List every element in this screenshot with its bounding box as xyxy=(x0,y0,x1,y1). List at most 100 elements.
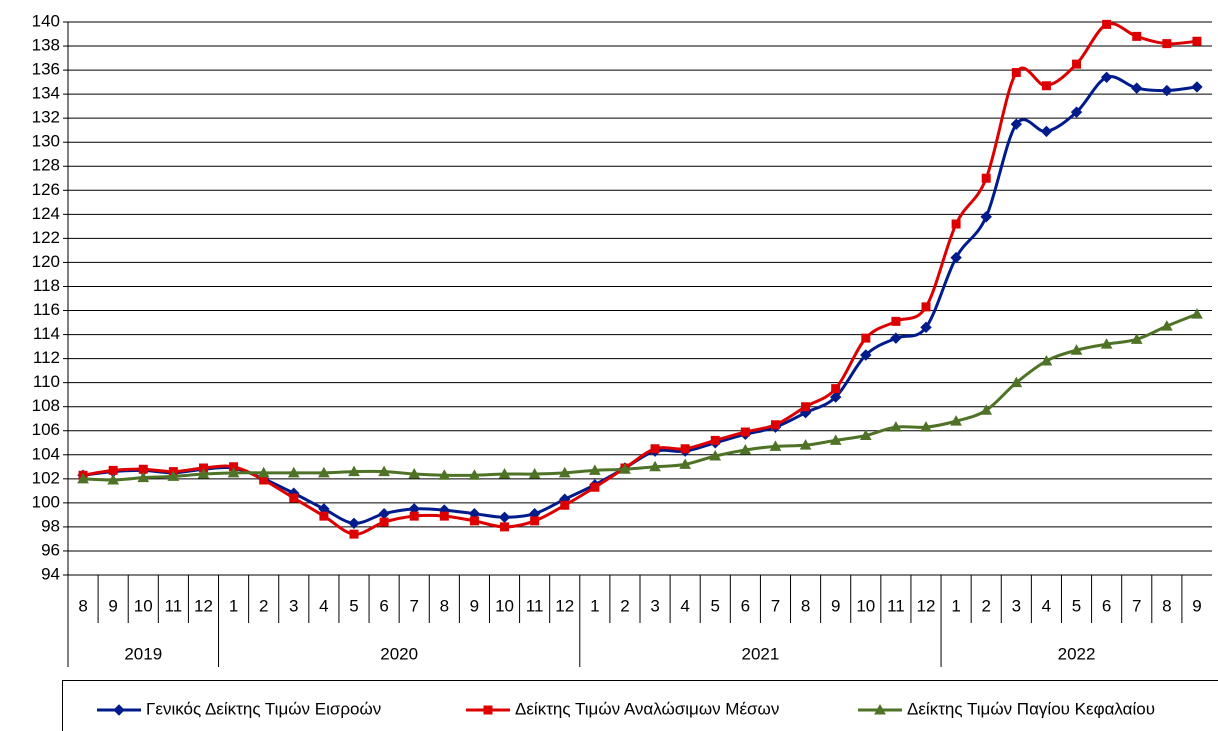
data-point xyxy=(1102,19,1112,29)
data-point xyxy=(1162,39,1172,49)
x-tick-label: 9 xyxy=(108,596,117,615)
y-tick-label: 124 xyxy=(32,204,60,223)
data-point xyxy=(438,469,451,480)
data-point xyxy=(951,219,961,229)
x-tick-label: 8 xyxy=(440,596,449,615)
data-point xyxy=(1161,84,1173,97)
series-line xyxy=(82,21,1198,536)
data-point xyxy=(408,467,421,479)
data-point xyxy=(319,511,329,521)
x-tick-label: 9 xyxy=(1192,596,1201,615)
data-point xyxy=(378,465,390,477)
data-point xyxy=(1160,320,1173,331)
y-tick-label: 140 xyxy=(32,11,60,30)
x-tick-label: 6 xyxy=(379,596,388,615)
data-point xyxy=(137,471,150,483)
data-point xyxy=(740,427,750,437)
x-tick-label: 5 xyxy=(349,596,358,615)
data-point xyxy=(859,429,872,441)
data-point xyxy=(348,517,360,530)
y-tick-label: 132 xyxy=(32,108,60,127)
data-point xyxy=(709,449,722,461)
data-point xyxy=(498,511,511,524)
data-point xyxy=(289,493,299,503)
data-point xyxy=(498,467,511,479)
x-tick-label: 5 xyxy=(1072,596,1081,615)
x-tick-label: 6 xyxy=(1102,596,1111,615)
data-point xyxy=(829,434,842,445)
data-point xyxy=(831,384,841,394)
legend-marker xyxy=(483,705,493,715)
data-point xyxy=(829,391,842,403)
data-point xyxy=(1132,31,1142,41)
y-tick-label: 116 xyxy=(33,300,60,319)
data-point xyxy=(590,482,600,492)
data-point xyxy=(680,444,690,454)
data-point xyxy=(650,444,660,454)
data-point xyxy=(558,466,571,478)
data-point xyxy=(1191,308,1203,319)
data-point xyxy=(348,465,360,477)
y-tick-label: 96 xyxy=(41,540,60,559)
data-point xyxy=(257,466,270,478)
data-point xyxy=(739,443,752,455)
data-point xyxy=(1010,118,1023,130)
data-point xyxy=(891,316,901,326)
legend-marker xyxy=(113,704,125,716)
y-tick-label: 126 xyxy=(32,180,60,199)
data-point xyxy=(1130,333,1143,344)
x-tick-label: 7 xyxy=(409,596,418,615)
y-tick-label: 112 xyxy=(33,348,60,367)
x-tick-label: 11 xyxy=(165,596,183,615)
data-point xyxy=(469,516,479,526)
y-tick-label: 134 xyxy=(32,84,60,103)
data-point xyxy=(349,529,359,539)
x-tick-label: 10 xyxy=(134,596,153,615)
data-point xyxy=(710,435,720,445)
data-point xyxy=(197,467,210,479)
data-point xyxy=(861,333,871,343)
y-tick-label: 114 xyxy=(33,324,60,343)
data-point xyxy=(1070,106,1083,118)
data-point xyxy=(921,302,931,312)
data-point xyxy=(439,511,449,521)
legend-box xyxy=(62,680,1218,731)
y-tick-label: 120 xyxy=(32,252,60,271)
data-point xyxy=(1010,376,1023,388)
data-point xyxy=(980,404,993,415)
data-point xyxy=(1191,81,1203,93)
data-point xyxy=(920,321,932,334)
data-point xyxy=(227,466,240,478)
y-tick-label: 106 xyxy=(32,420,60,439)
legend-marker xyxy=(874,703,886,715)
data-point xyxy=(1040,125,1053,138)
data-point xyxy=(1100,71,1113,84)
x-tick-label: 5 xyxy=(711,596,720,615)
data-point xyxy=(860,349,872,361)
x-tick-label: 9 xyxy=(831,596,840,615)
x-tick-label: 12 xyxy=(555,596,574,615)
y-tick-label: 130 xyxy=(32,132,60,151)
data-point xyxy=(528,467,541,479)
data-point xyxy=(287,466,300,478)
y-tick-label: 138 xyxy=(32,36,60,55)
data-point xyxy=(378,507,390,520)
y-tick-label: 136 xyxy=(32,60,60,79)
y-tick-label: 110 xyxy=(33,372,60,391)
data-point xyxy=(560,500,570,510)
x-tick-label: 7 xyxy=(1132,596,1141,615)
y-tick-label: 118 xyxy=(33,276,60,295)
data-point xyxy=(1192,36,1202,46)
legend-label: Δείκτης Τιμών Παγίου Κεφαλαίου xyxy=(907,699,1155,718)
x-tick-label: 1 xyxy=(951,596,960,615)
x-tick-label: 3 xyxy=(650,596,659,615)
data-point xyxy=(409,511,419,521)
x-tick-label: 1 xyxy=(590,596,599,615)
data-point xyxy=(1131,82,1143,94)
y-tick-label: 122 xyxy=(32,228,60,247)
data-point xyxy=(500,522,510,532)
data-point xyxy=(1072,59,1082,69)
x-tick-label: 9 xyxy=(470,596,479,615)
group-label: 2020 xyxy=(380,644,418,663)
